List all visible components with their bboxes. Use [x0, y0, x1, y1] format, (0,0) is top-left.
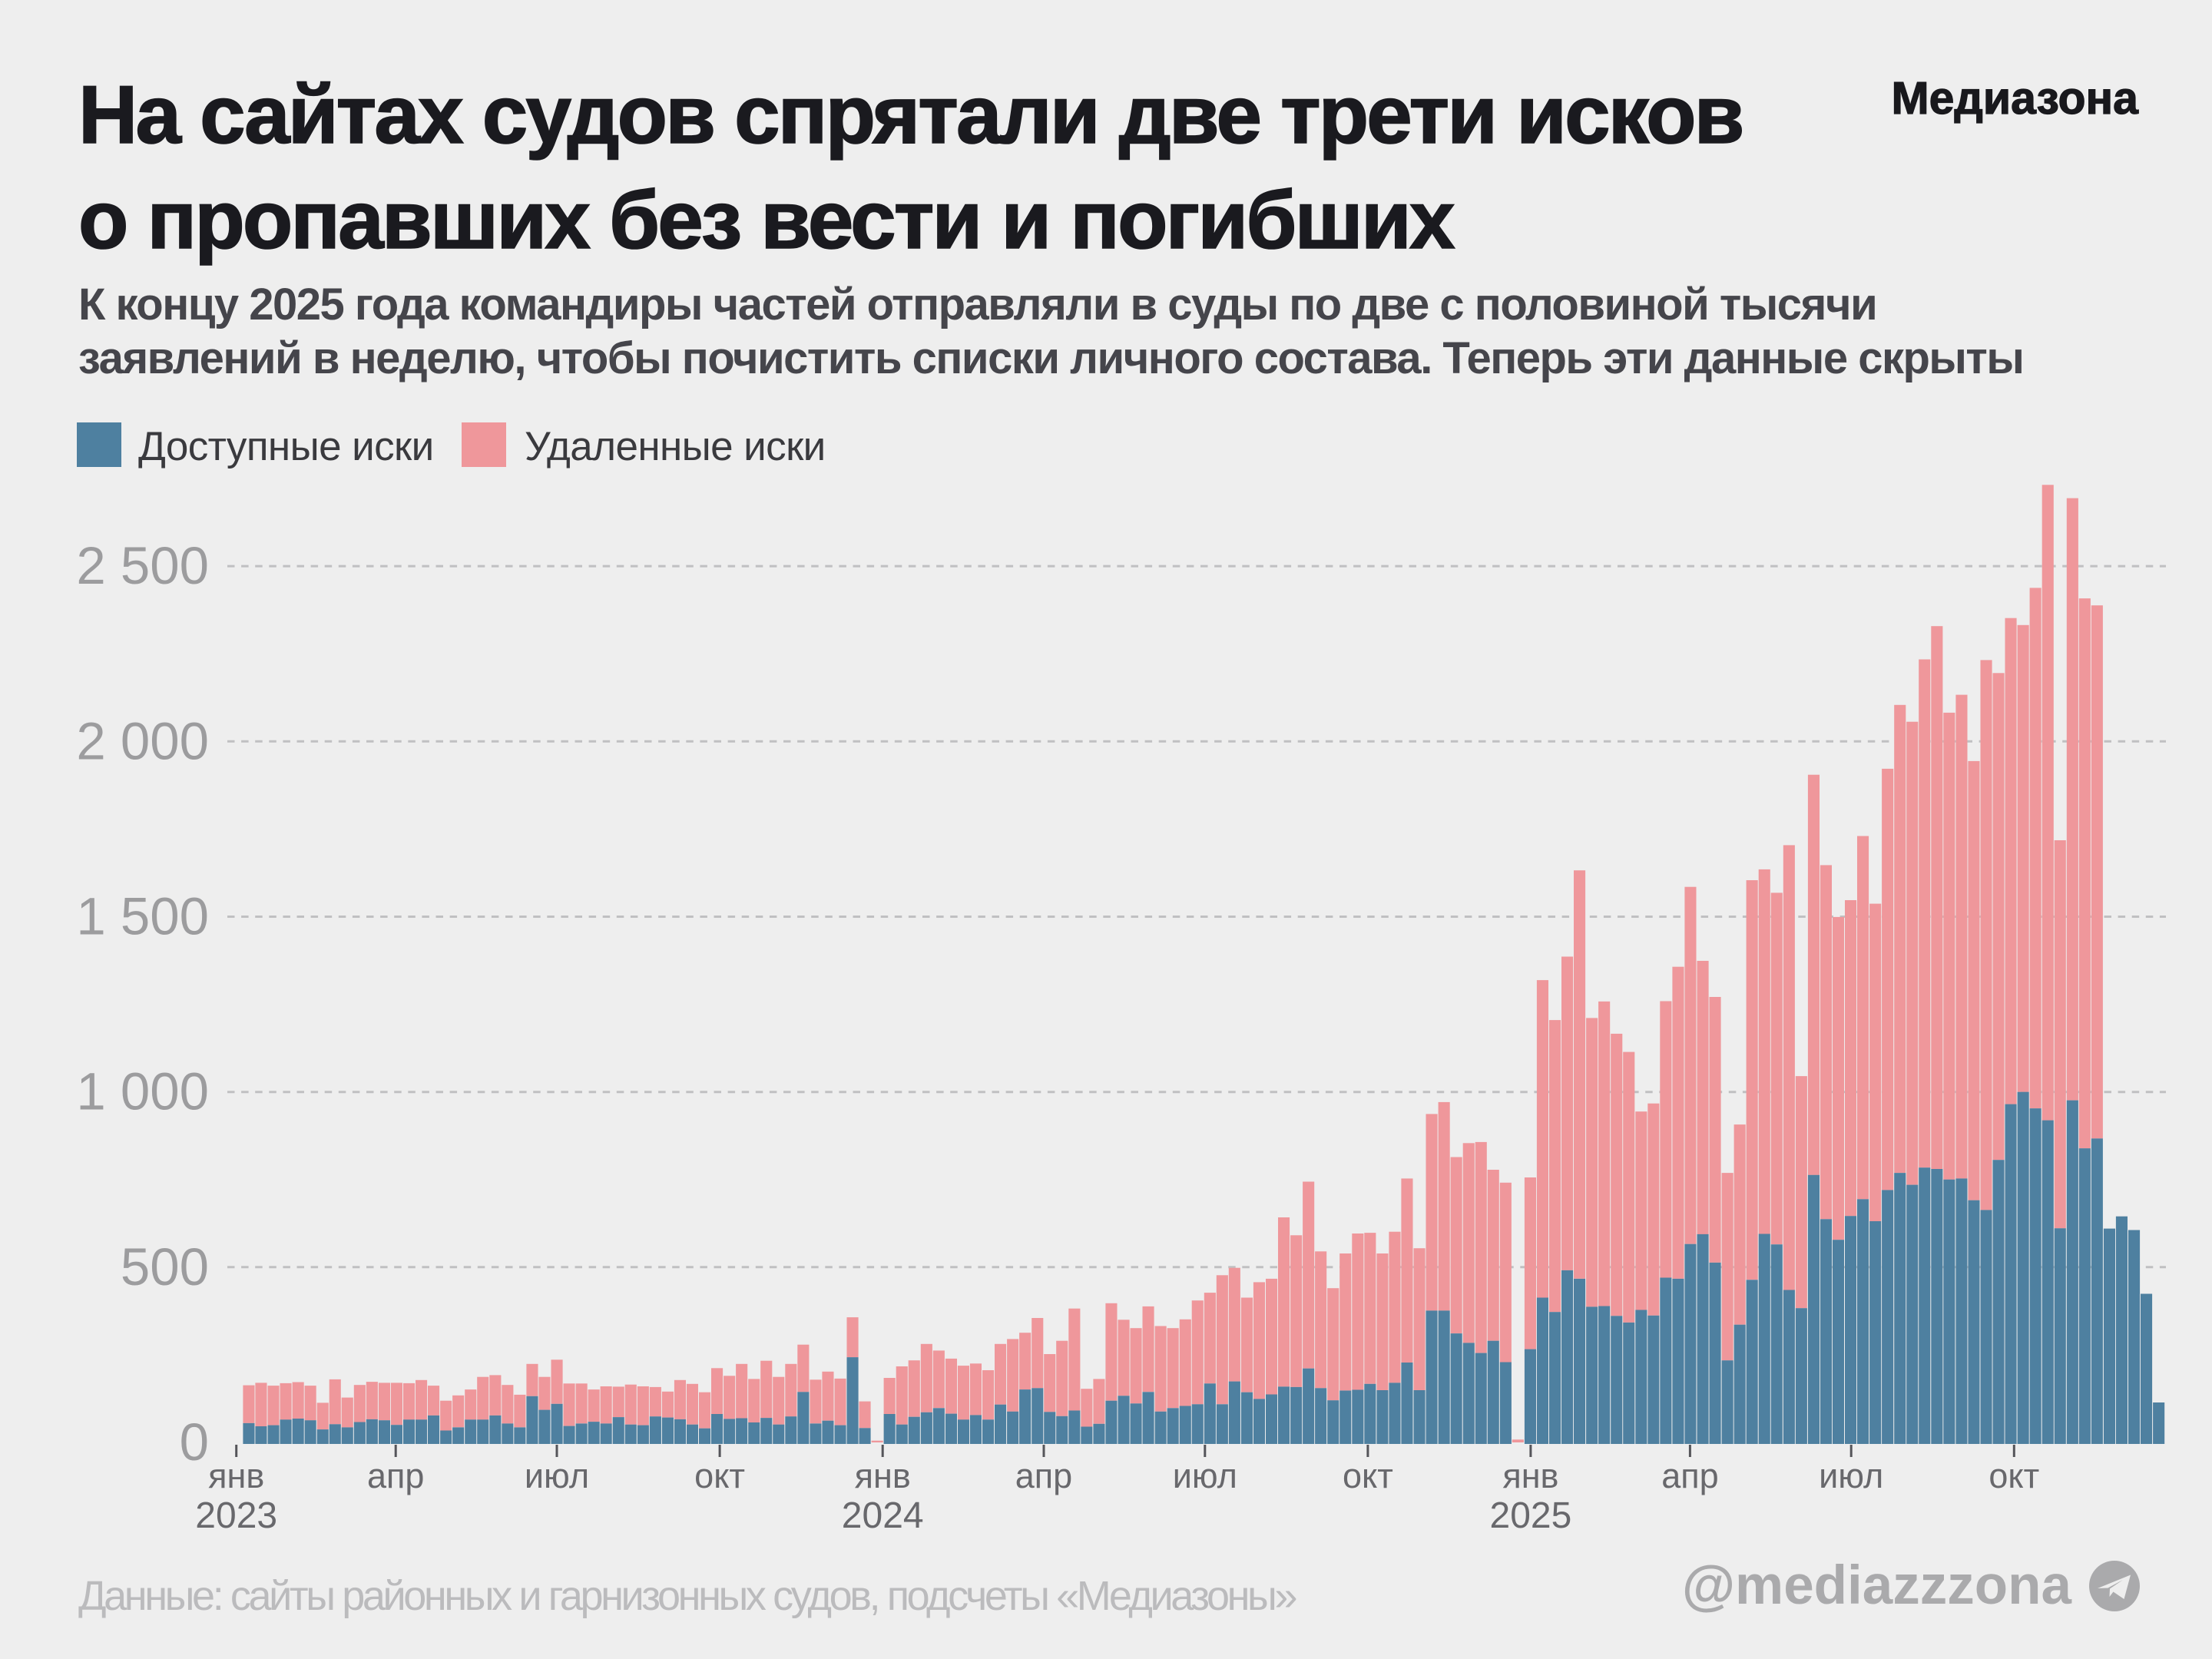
- svg-text:окт: окт: [694, 1456, 745, 1495]
- svg-text:июл: июл: [525, 1456, 589, 1495]
- svg-text:1 500: 1 500: [76, 887, 209, 946]
- svg-text:500: 500: [121, 1237, 209, 1296]
- svg-text:апр: апр: [1015, 1456, 1072, 1495]
- svg-text:2 000: 2 000: [76, 711, 209, 770]
- svg-text:июл: июл: [1819, 1456, 1883, 1495]
- svg-text:2 500: 2 500: [76, 536, 209, 595]
- svg-text:апр: апр: [367, 1456, 424, 1495]
- svg-text:янв: янв: [208, 1456, 264, 1495]
- svg-text:2023: 2023: [195, 1495, 277, 1536]
- svg-text:окт: окт: [1988, 1456, 2039, 1495]
- svg-text:июл: июл: [1173, 1456, 1237, 1495]
- svg-text:1 000: 1 000: [76, 1062, 209, 1121]
- svg-text:2024: 2024: [842, 1495, 924, 1536]
- svg-text:апр: апр: [1661, 1456, 1718, 1495]
- svg-text:янв: янв: [855, 1456, 911, 1495]
- svg-text:окт: окт: [1343, 1456, 1393, 1495]
- svg-text:0: 0: [180, 1412, 209, 1472]
- svg-text:янв: янв: [1502, 1456, 1558, 1495]
- svg-text:2025: 2025: [1490, 1495, 1572, 1536]
